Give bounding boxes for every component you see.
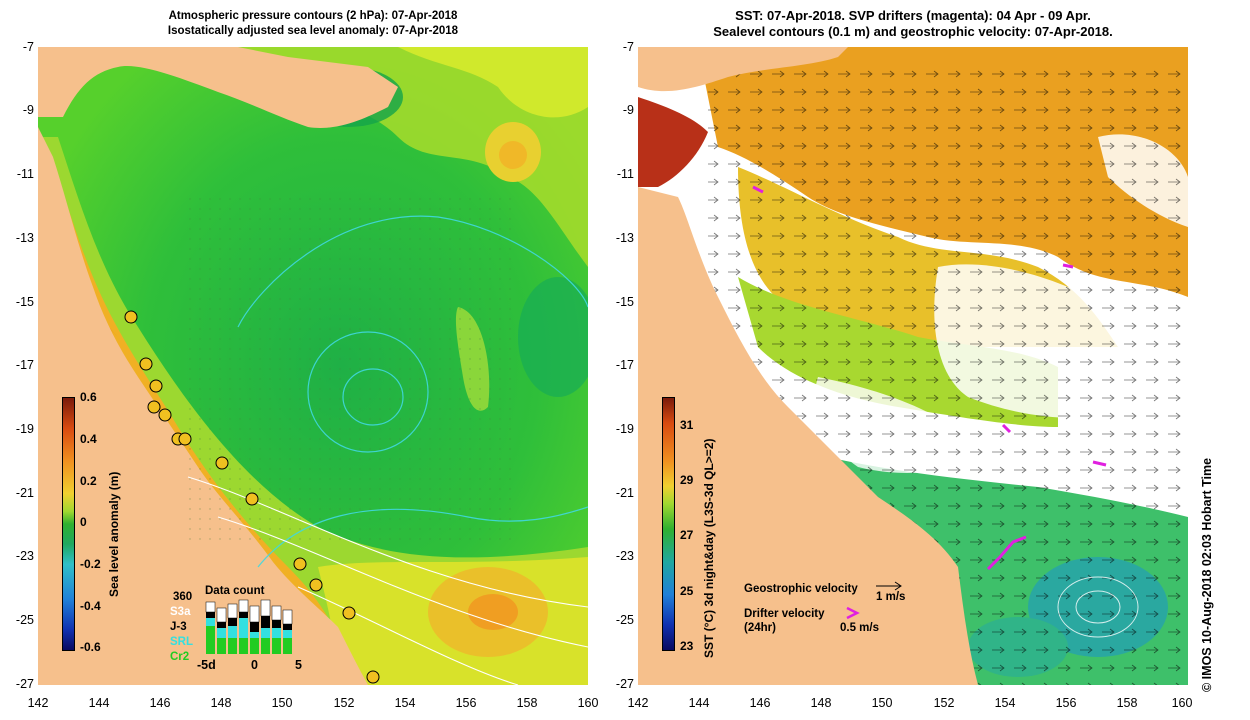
right-title-line2: Sealevel contours (0.1 m) and geostrophi… — [713, 24, 1113, 39]
data-count-chart — [205, 599, 293, 654]
sst-colorbar — [662, 397, 675, 651]
lat-tick: -13 — [15, 231, 34, 245]
sla-tick: -0.2 — [80, 557, 101, 571]
sla-tick: -0.4 — [80, 599, 101, 613]
lon-tick: 150 — [271, 696, 293, 710]
sla-colorbar-label: Sea level anomaly (m) — [107, 471, 121, 597]
lon-tick: 160 — [577, 696, 599, 710]
left-title-line1: Atmospheric pressure contours (2 hPa): 0… — [168, 10, 458, 22]
lon-tick: 146 — [749, 696, 771, 710]
lat-tick: -15 — [15, 295, 34, 309]
geo-velocity-arrow-icon — [876, 581, 902, 591]
data-count-xlabel: 5 — [295, 658, 302, 672]
sla-colorbar — [62, 397, 75, 651]
lon-tick: 142 — [27, 696, 49, 710]
sla-tick: 0 — [80, 515, 87, 529]
lat-tick: -9 — [22, 103, 34, 117]
geo-velocity-label: Geostrophic velocity — [744, 583, 858, 595]
lat-tick: -11 — [616, 167, 634, 181]
australia-land-right — [638, 187, 978, 685]
sst-colorbar-label: SST (°C) 3d night&day (L3S-3d QL>=2) — [702, 438, 716, 659]
lon-tick: 144 — [688, 696, 710, 710]
sla-tick: 0.6 — [80, 390, 97, 404]
lon-tick: 148 — [810, 696, 832, 710]
sst-tick: 23 — [680, 639, 694, 653]
lon-tick: 142 — [627, 696, 649, 710]
lat-tick: -25 — [615, 613, 634, 627]
lat-tick: -21 — [15, 486, 34, 500]
lon-tick: 158 — [516, 696, 538, 710]
png-land-right — [638, 47, 848, 92]
lat-tick: -13 — [615, 231, 634, 245]
series-s3a: S3a — [170, 606, 191, 618]
series-j3: J-3 — [170, 621, 187, 633]
lat-tick: -23 — [615, 549, 634, 563]
lat-tick: -7 — [22, 40, 34, 54]
left-title-line2: Isostatically adjusted sea level anomaly… — [167, 25, 459, 37]
data-count-max: 360 — [173, 591, 193, 603]
lon-tick: 148 — [210, 696, 232, 710]
data-count-xlabel: 0 — [251, 658, 258, 672]
lat-tick: -17 — [615, 358, 634, 372]
sla-map — [38, 47, 588, 685]
imos-credit: © IMOS 10-Aug-2018 02:03 Hobart Time — [1200, 457, 1214, 692]
data-count-title: Data count — [205, 585, 265, 597]
lat-tick: -25 — [15, 613, 34, 627]
lon-tick: 156 — [1055, 696, 1077, 710]
series-cr2: Cr2 — [170, 651, 190, 663]
lon-tick: 154 — [994, 696, 1016, 710]
sla-tick: 0.4 — [80, 432, 97, 446]
sla-tick: -0.6 — [80, 640, 101, 654]
lon-tick: 152 — [933, 696, 955, 710]
png-land — [38, 47, 398, 128]
lat-tick: -11 — [16, 167, 34, 181]
sst-map — [638, 47, 1188, 685]
lon-tick: 144 — [88, 696, 110, 710]
lat-tick: -19 — [615, 422, 634, 436]
sst-tick: 31 — [680, 418, 694, 432]
lat-tick: -17 — [15, 358, 34, 372]
sst-tick: 25 — [680, 584, 694, 598]
right-title-line1: SST: 07-Apr-2018. SVP drifters (magenta)… — [735, 8, 1091, 23]
drifter-arrow-icon — [846, 606, 860, 620]
lon-tick: 156 — [455, 696, 477, 710]
lon-tick: 160 — [1171, 696, 1193, 710]
lat-tick: -21 — [615, 486, 634, 500]
drifter-velocity-label: Drifter velocity — [744, 608, 825, 620]
drifter-period-label: (24hr) — [744, 622, 776, 634]
geo-velocity-scale: 1 m/s — [876, 591, 906, 603]
lat-tick: -7 — [622, 40, 634, 54]
lat-tick: -19 — [15, 422, 34, 436]
lon-tick: 146 — [149, 696, 171, 710]
australia-land — [38, 127, 368, 685]
lat-tick: -9 — [622, 103, 634, 117]
lat-tick: -23 — [15, 549, 34, 563]
lat-tick: -27 — [615, 677, 634, 691]
sst-tick: 29 — [680, 473, 694, 487]
lon-tick: 158 — [1116, 696, 1138, 710]
sla-tick: 0.2 — [80, 474, 97, 488]
lon-tick: 150 — [871, 696, 893, 710]
lon-tick: 154 — [394, 696, 416, 710]
data-count-xlabel: -5d — [197, 658, 216, 672]
drifter-scale: 0.5 m/s — [840, 622, 879, 634]
sst-tick: 27 — [680, 528, 694, 542]
series-srl: SRL — [170, 636, 193, 648]
lon-tick: 152 — [333, 696, 355, 710]
lat-tick: -15 — [615, 295, 634, 309]
lat-tick: -27 — [15, 677, 34, 691]
